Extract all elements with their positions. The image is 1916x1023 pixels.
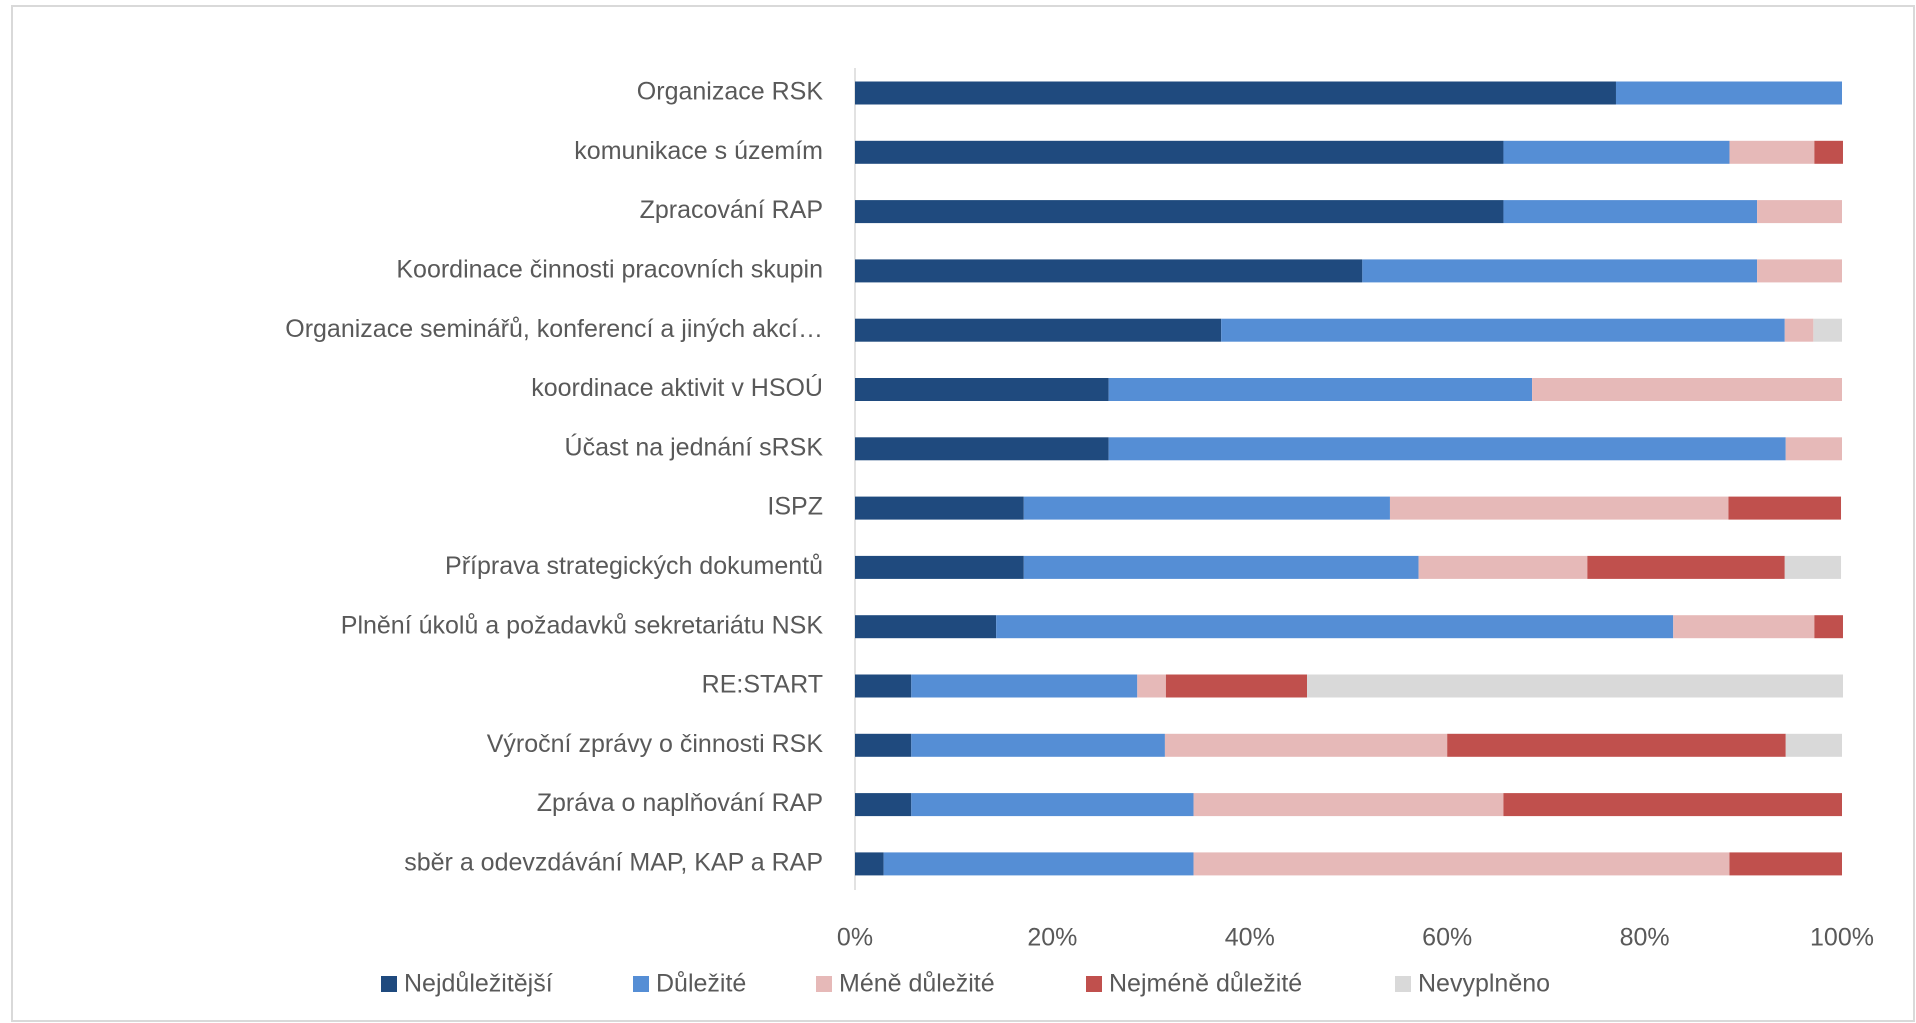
bar-segment [1757,200,1842,224]
x-tick-label: 20% [1027,924,1077,952]
bar-segment [911,793,1194,817]
x-tick-label: 100% [1810,924,1874,952]
bar-segment [1785,733,1842,757]
bar-segment [1673,615,1815,639]
bar-segment [1615,81,1842,105]
bar-segment [855,733,912,757]
y-tick-label: Koordinace činnosti pracovních skupin [396,256,823,284]
y-tick-label: Výroční zprávy o činnosti RSK [487,730,824,758]
bar-segment [1814,615,1843,639]
bar-segment [855,555,1024,579]
y-tick-label: Organizace RSK [637,78,824,106]
legend-label: Nejdůležitější [404,970,553,998]
bar-segment [1729,852,1842,876]
bar-segment [911,674,1138,698]
legend-label: Méně důležité [839,970,995,998]
y-tick-label: komunikace s územím [574,137,823,165]
bar-segment [1389,496,1729,520]
legend-label: Důležité [656,970,746,998]
y-tick-label: Účast na jednání sRSK [565,432,824,461]
bar-segment [1193,793,1504,817]
x-tick-label: 0% [837,924,873,952]
legend-swatch [1395,976,1411,992]
bar-segment [855,674,912,698]
bar-segment [1362,259,1758,283]
bar-segment [1587,555,1785,579]
bar-segment [1728,496,1842,520]
bar-segment [883,852,1194,876]
legend-label: Nevyplněno [1418,970,1550,998]
bar-segment [1023,555,1419,579]
bar-segment [1108,378,1533,401]
bar-segment [855,259,1363,283]
bar-segment [1307,674,1843,698]
bar-segment [855,200,1504,224]
bar-segment [996,615,1674,639]
legend-label: Nejméně důležité [1109,970,1302,998]
bar-segment [855,793,912,817]
bar-segment [1785,437,1842,461]
bar-segment [1023,496,1390,520]
x-tick-label: 60% [1422,924,1472,952]
bar-segment [1784,318,1814,342]
bar-segment [855,852,884,876]
x-tick-label: 40% [1225,924,1275,952]
bar-segment [1757,259,1842,283]
bar-segment [1165,674,1308,698]
y-tick-label: Zpráva o naplňování RAP [537,789,823,817]
bar-segment [1532,378,1842,401]
bar-segment [855,378,1109,401]
bar-segment [1503,200,1758,224]
bar-segment [1193,852,1730,876]
bar-segment [1108,437,1786,461]
y-tick-label: Organizace seminářů, konferencí a jiných… [285,315,823,343]
legend-swatch [381,976,397,992]
bar-segment [1784,555,1842,579]
y-tick-label: koordinace aktivit v HSOÚ [531,373,823,402]
y-tick-label: Zpracování RAP [640,196,823,224]
bar-segment [855,140,1504,164]
bar-segment [1503,140,1730,164]
bar-segment [855,437,1109,461]
y-tick-label: ISPZ [767,493,823,521]
y-tick-label: sběr a odevzdávání MAP, KAP a RAP [404,849,823,877]
bar-segment [855,615,997,639]
y-tick-label: RE:START [702,671,823,699]
bar-segment [1221,318,1785,342]
bar-segment [855,81,1616,105]
bar-segment [1503,793,1842,817]
bar-segment [855,318,1222,342]
y-tick-label: Příprava strategických dokumentů [445,552,823,580]
legend-swatch [633,976,649,992]
bar-segment [1137,674,1166,698]
legend-swatch [816,976,832,992]
bar-segment [1814,140,1843,164]
bar-segment [1729,140,1815,164]
bar-segment [911,733,1165,757]
bar-segment [1447,733,1786,757]
x-tick-label: 80% [1620,924,1670,952]
bar-segment [1418,555,1588,579]
legend-swatch [1086,976,1102,992]
bar-segment [1813,318,1842,342]
y-tick-label: Plnění úkolů a požadavků sekretariátu NS… [341,611,824,639]
bar-segment [1164,733,1448,757]
bar-segment [855,496,1024,520]
